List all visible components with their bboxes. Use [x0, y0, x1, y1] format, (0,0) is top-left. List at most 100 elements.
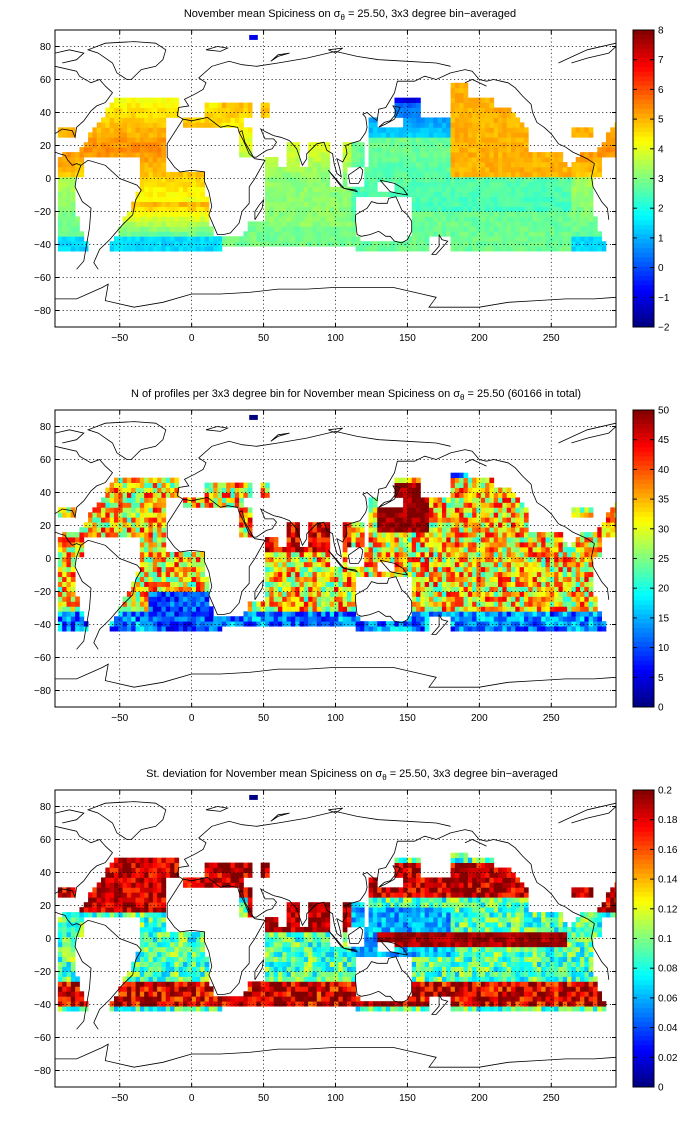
- data-cell: [411, 196, 417, 202]
- data-cell: [571, 551, 577, 558]
- data-cell: [536, 171, 542, 178]
- data-cell: [178, 601, 184, 607]
- data-cell: [139, 561, 145, 568]
- data-cell: [368, 507, 374, 513]
- data-cell: [57, 206, 63, 212]
- data-cell: [226, 616, 231, 622]
- x-tick-label: 100: [327, 333, 344, 344]
- data-cell: [221, 502, 227, 508]
- data-cell: [204, 591, 210, 597]
- data-cell: [558, 191, 564, 198]
- data-cell: [575, 181, 581, 188]
- data-cell: [398, 112, 404, 118]
- data-cell: [498, 112, 503, 118]
- data-cell: [558, 157, 564, 163]
- data-cell: [157, 241, 162, 247]
- data-cell: [506, 191, 512, 198]
- data-cell: [308, 566, 313, 573]
- data-cell: [178, 581, 184, 587]
- data-cell: [472, 246, 477, 252]
- data-cell: [562, 621, 568, 627]
- data-cell: [472, 517, 477, 523]
- data-cell: [312, 586, 318, 592]
- data-cell: [446, 556, 451, 563]
- data-cell: [178, 236, 184, 242]
- data-cell: [152, 626, 158, 632]
- data-cell: [62, 512, 67, 518]
- data-cell: [200, 606, 205, 612]
- data-cell: [554, 532, 559, 538]
- data-cell: [165, 176, 171, 183]
- data-cell: [584, 186, 590, 193]
- data-cell: [476, 551, 482, 558]
- data-cell: [157, 196, 162, 202]
- data-cell: [398, 512, 404, 518]
- colorbar-segment: [633, 43, 654, 50]
- data-cell: [588, 176, 594, 183]
- data-cell: [273, 616, 279, 622]
- data-cell: [79, 157, 85, 163]
- data-cell: [178, 216, 184, 222]
- data-cell: [549, 551, 555, 558]
- data-cell: [523, 561, 529, 568]
- data-cell: [519, 142, 525, 148]
- data-cell: [528, 611, 533, 617]
- data-cell: [476, 201, 482, 207]
- data-cell: [165, 107, 171, 113]
- data-cell: [96, 132, 102, 138]
- data-cell: [126, 527, 132, 533]
- data-cell: [502, 556, 508, 563]
- data-cell: [221, 241, 227, 247]
- data-cell: [195, 576, 201, 582]
- data-cell: [424, 117, 430, 123]
- data-cell: [424, 576, 430, 582]
- data-cell: [113, 477, 119, 483]
- data-cell: [575, 176, 581, 183]
- data-cell: [446, 606, 451, 612]
- data-cell: [122, 497, 128, 503]
- data-cell: [459, 186, 464, 193]
- data-cell: [394, 97, 400, 103]
- data-cell: [148, 112, 154, 118]
- data-cell: [282, 611, 287, 617]
- data-cell: [299, 596, 305, 602]
- data-cell: [221, 482, 227, 488]
- data-cell: [62, 221, 67, 227]
- colorbar-segment: [633, 257, 654, 263]
- data-cell: [247, 231, 253, 237]
- data-cell: [528, 586, 533, 592]
- data-cell: [139, 97, 145, 103]
- data-cell: [295, 226, 300, 232]
- data-cell: [144, 512, 149, 518]
- data-cell: [161, 532, 167, 538]
- data-cell: [416, 527, 421, 533]
- data-cell: [338, 221, 344, 227]
- data-cell: [70, 216, 76, 222]
- data-cell: [502, 162, 508, 168]
- data-cell: [493, 507, 499, 513]
- data-cell: [519, 211, 525, 217]
- data-cell: [562, 216, 568, 222]
- data-cell: [191, 621, 197, 627]
- colorbar-segment: [633, 108, 654, 115]
- data-cell: [420, 166, 426, 173]
- data-cell: [62, 606, 67, 612]
- data-cell: [545, 571, 551, 578]
- data-cell: [105, 112, 111, 118]
- data-cell: [498, 522, 503, 528]
- data-cell: [498, 546, 503, 553]
- data-cell: [174, 616, 180, 622]
- data-cell: [519, 566, 525, 573]
- data-cell: [148, 532, 154, 538]
- data-cell: [584, 241, 590, 247]
- data-cell: [472, 231, 477, 237]
- data-cell: [70, 571, 76, 578]
- data-cell: [321, 591, 326, 597]
- data-cell: [347, 206, 352, 212]
- data-cell: [459, 162, 464, 168]
- data-cell: [523, 591, 529, 597]
- data-cell: [476, 532, 482, 538]
- data-cell: [144, 186, 149, 193]
- data-cell: [472, 611, 477, 617]
- data-cell: [265, 211, 270, 217]
